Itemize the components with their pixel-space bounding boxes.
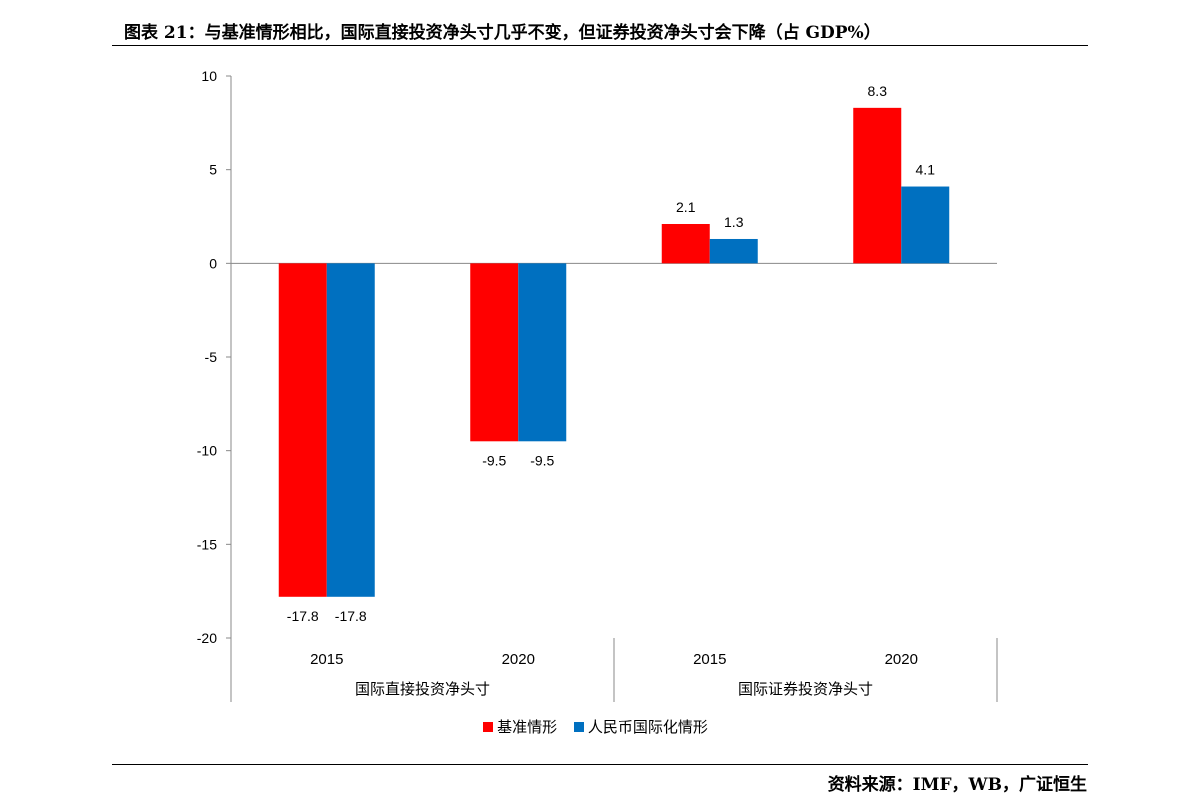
legend-label-baseline: 基准情形 [497,718,558,736]
group-label-0: 国际直接投资净头寸 [355,681,490,698]
data-label-rmb-3: 4.1 [916,162,936,178]
data-label-baseline-2: 2.1 [676,199,696,215]
legend-swatch-baseline [483,721,494,732]
y-tick-label: -5 [205,349,218,365]
bar-baseline-2 [661,223,710,264]
legend-swatch-rmb [573,721,584,732]
category-label-1: 2020 [502,651,535,668]
legend-item-baseline: 基准情形 [483,716,557,737]
data-label-rmb-2: 1.3 [724,214,744,230]
chart-labels: -17.8 -9.5 2.1 8.3 -17.8 -9.5 1.3 4.1 2015 2020 20… [287,83,935,698]
bar-rmb-2 [709,238,758,264]
footer-divider [112,764,1088,765]
category-label-0: 2015 [310,651,343,668]
data-label-baseline-3: 8.3 [868,83,888,99]
bar-baseline-3 [853,107,902,264]
y-tick-label: -10 [197,443,217,459]
bar-rmb-0 [326,263,375,597]
y-tick-label: -20 [197,630,217,646]
bar-rmb-1 [518,263,567,442]
data-label-baseline-0: -17.8 [287,608,319,624]
title-divider [112,45,1088,46]
source-note: 资料来源：IMF，WB，广证恒生 [827,775,1087,795]
data-label-rmb-1: -9.5 [530,452,554,468]
y-tick-label: 0 [209,255,217,271]
chart-bars [278,107,950,597]
chart-legend: 基准情形 人民币国际化情形 [0,716,1191,737]
category-label-2: 2015 [693,651,726,668]
y-tick-label: 10 [201,68,217,84]
data-label-baseline-1: -9.5 [482,452,506,468]
chart-axes: 10 5 0 -5 -10 -15 -20 [197,68,998,702]
y-tick-label: 5 [209,162,217,178]
bar-baseline-1 [470,263,519,442]
legend-label-rmb: 人民币国际化情形 [587,718,708,736]
y-tick-label: -15 [197,536,217,552]
chart-title: 图表 21：与基准情形相比，国际直接投资净头寸几乎不变，但证券投资净头寸会下降（… [124,23,881,43]
bar-baseline-0 [278,263,327,597]
legend-item-rmb: 人民币国际化情形 [573,716,708,737]
category-label-3: 2020 [885,651,918,668]
group-label-1: 国际证券投资净头寸 [738,681,873,698]
data-label-rmb-0: -17.8 [335,608,367,624]
bar-rmb-3 [901,186,950,264]
